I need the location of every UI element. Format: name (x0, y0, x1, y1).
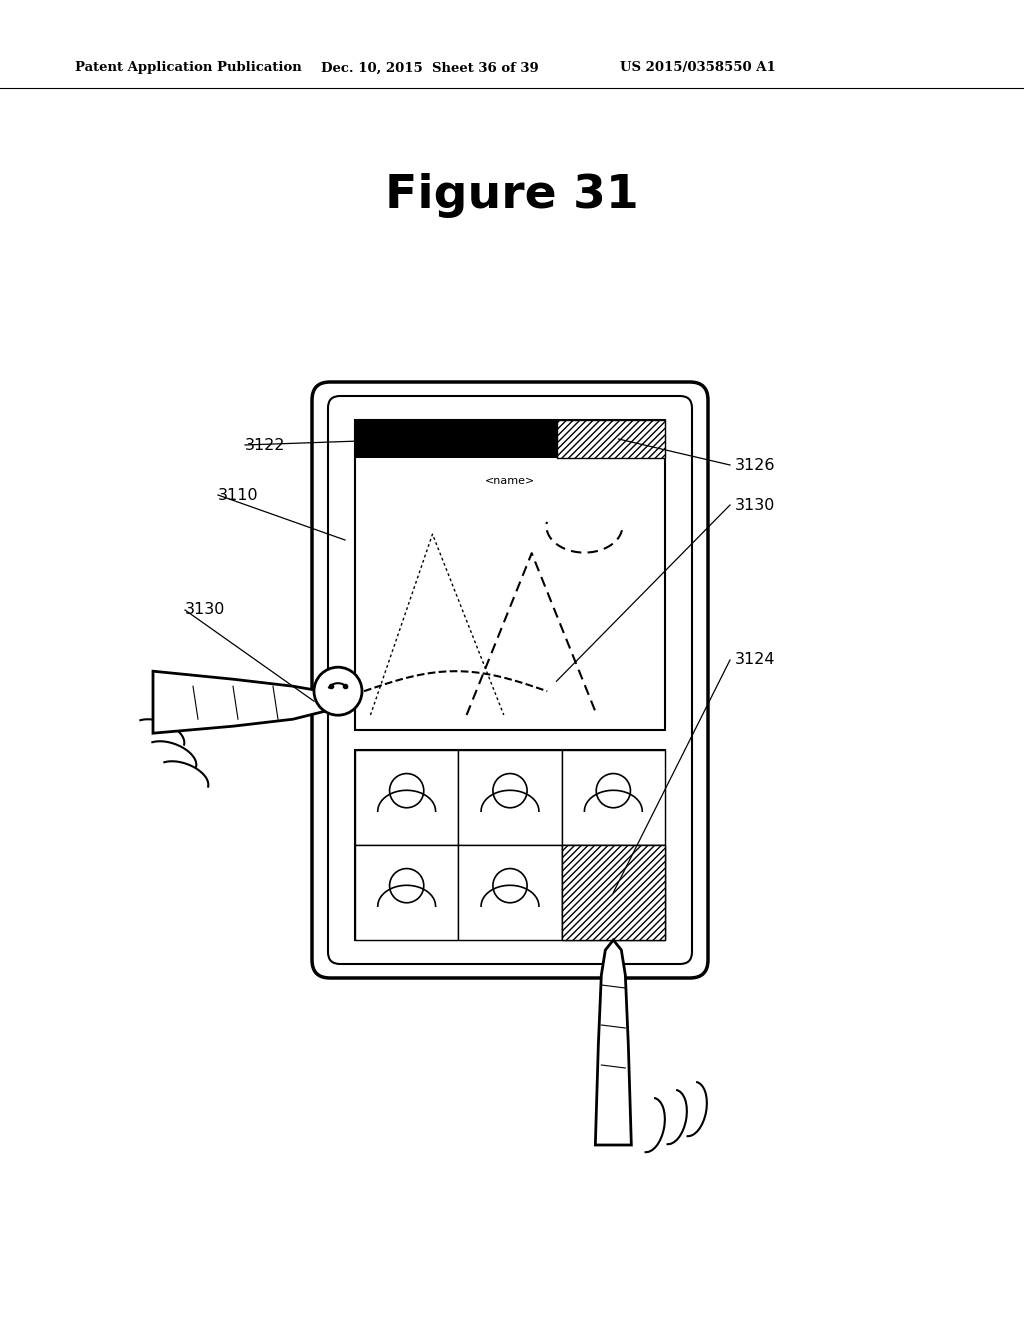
Circle shape (389, 774, 424, 808)
Circle shape (493, 869, 527, 903)
Text: 3130: 3130 (735, 498, 775, 512)
Text: 3130: 3130 (185, 602, 225, 618)
Bar (355, 750, 665, 940)
Bar (355, 750, 459, 845)
Bar (355, 845, 459, 940)
Text: <name>: <name> (485, 477, 536, 486)
Text: 3110: 3110 (218, 487, 259, 503)
Polygon shape (153, 671, 338, 733)
Text: 3126: 3126 (735, 458, 775, 473)
Circle shape (389, 869, 424, 903)
Text: Dec. 10, 2015  Sheet 36 of 39: Dec. 10, 2015 Sheet 36 of 39 (322, 62, 539, 74)
FancyBboxPatch shape (312, 381, 708, 978)
Bar (562, 845, 665, 940)
Circle shape (596, 774, 631, 808)
Bar (355, 420, 556, 458)
Text: 3124: 3124 (735, 652, 775, 668)
Circle shape (314, 667, 362, 715)
Bar (556, 420, 665, 458)
Bar (562, 845, 665, 940)
Text: US 2015/0358550 A1: US 2015/0358550 A1 (620, 62, 776, 74)
FancyBboxPatch shape (328, 396, 692, 964)
Polygon shape (595, 940, 632, 1144)
Text: 3122: 3122 (245, 437, 286, 453)
Text: Patent Application Publication: Patent Application Publication (75, 62, 302, 74)
Bar (459, 750, 562, 845)
Circle shape (493, 774, 527, 808)
Bar (562, 750, 665, 845)
Bar (355, 420, 665, 730)
Text: Figure 31: Figure 31 (385, 173, 639, 218)
Bar (459, 845, 562, 940)
